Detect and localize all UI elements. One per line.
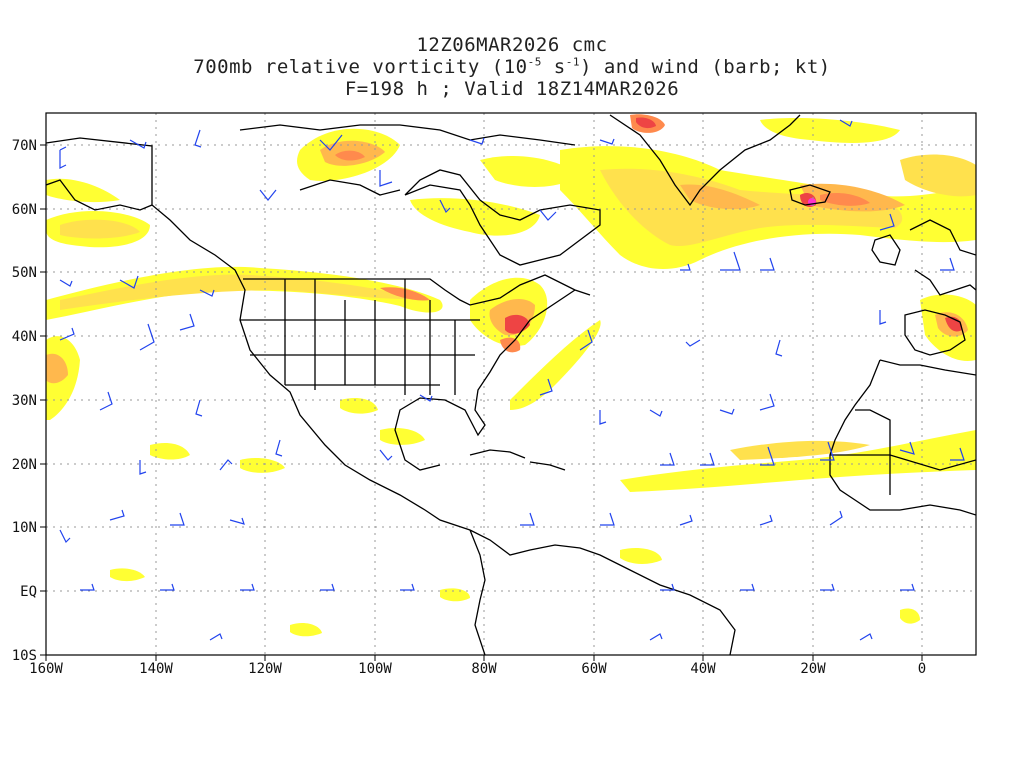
lat-label-70n: 70N: [12, 138, 37, 154]
lat-label-40n: 40N: [12, 329, 37, 345]
lat-label-50n: 50N: [12, 265, 37, 281]
lon-label-100w: 100W: [358, 661, 392, 677]
coastlines: [46, 114, 976, 655]
lat-label-eq: EQ: [20, 584, 37, 600]
title-line-2-c: ) and wind (barb; kt): [579, 56, 831, 78]
lat-label-10n: 10N: [12, 520, 37, 536]
title-line-3: F=198 h ; Valid 18Z14MAR2026: [344, 78, 680, 100]
lon-label-160w: 160W: [29, 661, 63, 677]
title-line-2-b: s: [541, 56, 566, 78]
lon-label-20w: 20W: [800, 661, 826, 677]
lon-label-80w: 80W: [471, 661, 497, 677]
lon-label-120w: 120W: [248, 661, 282, 677]
lon-label-0: 0: [918, 661, 926, 677]
map-frame: [45, 112, 977, 656]
vorticity-shading: [46, 114, 976, 637]
title-exponent-2: -1: [565, 55, 580, 69]
lat-label-30n: 30N: [12, 393, 37, 409]
lat-label-20n: 20N: [12, 457, 37, 473]
graticule: [46, 113, 976, 655]
title-line-1: 12Z06MAR2026 cmc: [416, 34, 608, 56]
lon-label-40w: 40W: [690, 661, 716, 677]
wind-barbs: [59, 119, 965, 641]
lat-label-10s: 10S: [12, 648, 37, 664]
tick-marks: [40, 144, 923, 661]
title-line-2-a: 700mb relative vorticity (10: [193, 56, 528, 78]
title-exponent-1: -5: [527, 55, 542, 69]
lat-label-60n: 60N: [12, 202, 37, 218]
lon-label-140w: 140W: [139, 661, 173, 677]
lon-label-60w: 60W: [581, 661, 607, 677]
title-line-2: 700mb relative vorticity (10-5 s-1) and …: [0, 56, 1024, 78]
